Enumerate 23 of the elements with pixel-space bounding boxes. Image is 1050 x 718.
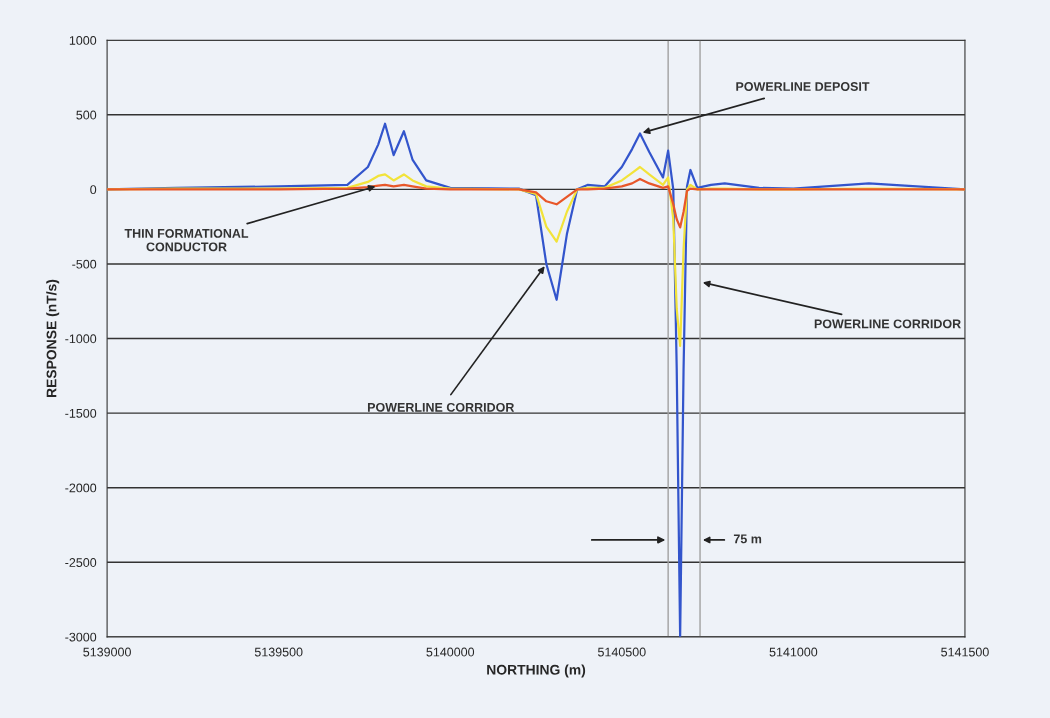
x-axis-title: NORTHING (m) xyxy=(487,664,586,678)
y-tick-label: -1000 xyxy=(65,334,97,344)
y-tick-label: -500 xyxy=(72,259,97,269)
y-tick-label: 1000 xyxy=(69,36,97,45)
annotation: POWERLINE DEPOSIT xyxy=(736,82,870,91)
annotation: THIN FORMATIONAL CONDUCTOR xyxy=(124,228,249,252)
x-tick-label: 5140000 xyxy=(426,647,475,657)
x-tick-label: 5139000 xyxy=(83,647,131,657)
y-tick-label: 500 xyxy=(76,110,97,120)
y-tick-label: -3000 xyxy=(65,632,97,642)
annotation: POWERLINE CORRIDOR xyxy=(814,319,961,329)
y-tick-label: 0 xyxy=(90,185,97,195)
annotation: 75 m xyxy=(733,534,762,544)
x-tick-label: 5141500 xyxy=(941,647,989,657)
annotation: POWERLINE CORRIDOR xyxy=(367,402,515,412)
y-tick-label: -2000 xyxy=(65,483,97,493)
x-tick-label: 5141000 xyxy=(769,647,818,657)
x-tick-label: 5139500 xyxy=(254,647,303,657)
y-tick-label: -2500 xyxy=(65,558,97,567)
y-tick-label: -1500 xyxy=(65,408,97,418)
line-series xyxy=(107,177,965,229)
y-axis-title: RESPONSE (nT/s) xyxy=(46,279,60,398)
x-tick-label: 5140500 xyxy=(597,647,646,657)
